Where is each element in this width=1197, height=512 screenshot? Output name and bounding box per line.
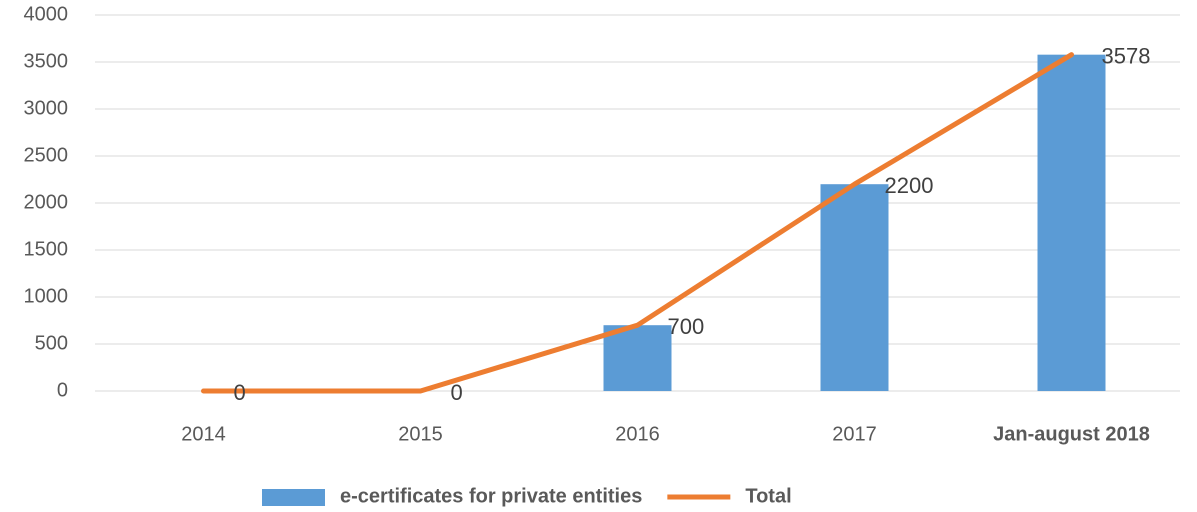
x-tick-label: 2017: [832, 423, 877, 445]
x-tick-label: Jan-august 2018: [993, 423, 1150, 445]
legend-label: Total: [745, 485, 791, 507]
legend-label: e-certificates for private entities: [340, 485, 642, 507]
data-label: 0: [451, 380, 463, 405]
y-tick-label: 2500: [24, 144, 69, 166]
x-tick-label: 2014: [181, 423, 226, 445]
bar: [603, 325, 672, 391]
y-tick-label: 0: [57, 379, 68, 401]
data-label: 3578: [1102, 43, 1151, 68]
y-tick-label: 500: [35, 332, 68, 354]
y-tick-label: 3500: [24, 50, 69, 72]
data-label: 700: [668, 314, 705, 339]
x-tick-label: 2015: [398, 423, 443, 445]
line: [201, 52, 1074, 394]
y-tick-label: 4000: [24, 3, 69, 25]
y-tick-label: 3000: [24, 97, 69, 119]
y-tick-label: 1000: [24, 285, 69, 307]
legend-swatch: [262, 489, 325, 506]
data-label: 2200: [885, 173, 934, 198]
x-tick-label: 2016: [615, 423, 660, 445]
bar: [1037, 54, 1106, 391]
data-label: 0: [234, 380, 246, 405]
y-tick-label: 2000: [24, 191, 69, 213]
bar: [820, 184, 889, 391]
y-tick-label: 1500: [24, 238, 69, 260]
